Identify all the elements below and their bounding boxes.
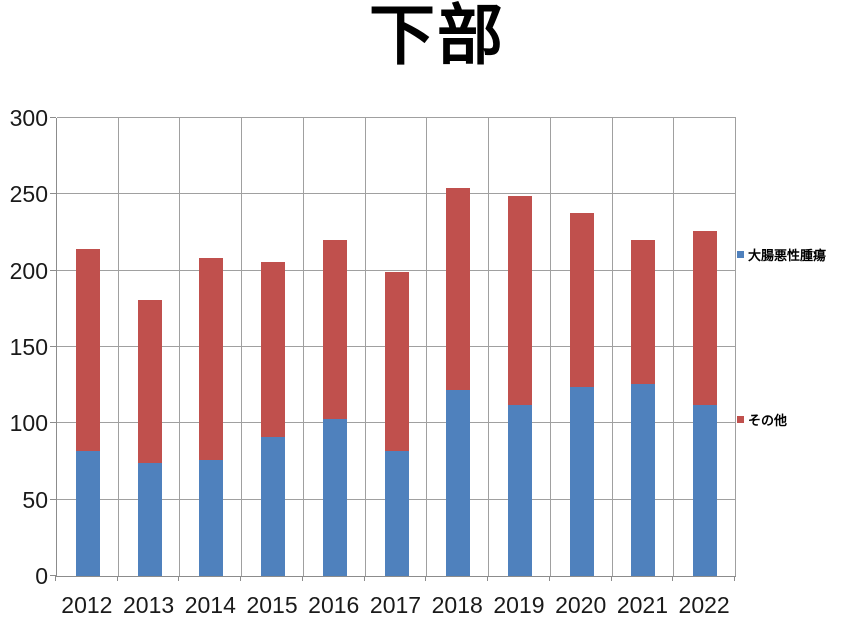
x-axis-label-2018: 2018 xyxy=(431,592,483,618)
gridline-vertical xyxy=(488,118,489,576)
y-axis-label: 50 xyxy=(22,486,48,513)
x-axis-label-2016: 2016 xyxy=(308,592,360,618)
gridline-vertical xyxy=(735,118,736,576)
series1-marker-icon xyxy=(737,251,744,258)
legend-item-series2[interactable]: その他 xyxy=(737,410,787,429)
legend-label-series2: その他 xyxy=(748,413,788,428)
x-axis-tick xyxy=(302,576,303,581)
y-axis-tick xyxy=(50,575,56,576)
y-axis-tick xyxy=(50,346,56,347)
x-axis-label-2012: 2012 xyxy=(61,592,113,618)
bar-segment-2017-series2[interactable] xyxy=(384,272,409,451)
y-axis-tick xyxy=(50,117,56,118)
gridline-vertical xyxy=(673,118,674,576)
x-axis-label-2021: 2021 xyxy=(616,592,668,618)
x-axis-tick xyxy=(549,576,550,581)
bar-segment-2016-series1[interactable] xyxy=(322,418,347,576)
bar-segment-2015-series2[interactable] xyxy=(261,261,286,438)
y-axis-tick xyxy=(50,498,56,500)
bar-segment-2013-series1[interactable] xyxy=(137,463,162,576)
x-axis-tick xyxy=(117,576,118,581)
x-axis-label-2017: 2017 xyxy=(369,592,422,618)
gridline-vertical xyxy=(179,118,180,576)
bar-segment-2012-series1[interactable] xyxy=(75,450,100,576)
legend-label-series1: 大腸悪性腫瘍 xyxy=(748,248,827,263)
x-axis-tick xyxy=(672,576,673,581)
x-axis-tick xyxy=(55,576,56,581)
bar-segment-2012-series2[interactable] xyxy=(75,249,100,451)
y-axis-tick xyxy=(50,193,56,195)
bar-segment-2016-series2[interactable] xyxy=(322,240,347,419)
y-axis-label: 100 xyxy=(9,410,48,437)
series2-marker-icon xyxy=(737,416,744,423)
gridline-horizontal xyxy=(57,117,736,118)
bar-segment-2014-series1[interactable] xyxy=(199,459,224,576)
gridline-vertical xyxy=(612,118,613,576)
gridline-horizontal xyxy=(57,269,736,271)
gridline-vertical xyxy=(426,118,427,576)
x-axis-tick xyxy=(611,576,612,581)
bar-segment-2020-series1[interactable] xyxy=(569,386,594,576)
gridline-vertical xyxy=(241,118,242,576)
y-axis-tick xyxy=(50,269,56,271)
bar-segment-2017-series1[interactable] xyxy=(384,450,409,576)
gridline-vertical xyxy=(118,118,119,576)
bar-segment-2018-series2[interactable] xyxy=(446,188,471,390)
y-axis-label: 250 xyxy=(9,181,48,208)
y-axis-label: 300 xyxy=(9,105,48,131)
chart-title: 下部 xyxy=(369,0,505,72)
y-axis-label: 150 xyxy=(9,334,48,360)
x-axis-tick xyxy=(425,576,426,581)
bar-segment-2020-series2[interactable] xyxy=(569,212,594,387)
legend-item-series1[interactable]: 大腸悪性腫瘍 xyxy=(737,245,826,264)
bar-segment-2019-series1[interactable] xyxy=(507,405,532,576)
x-axis-tick xyxy=(487,576,488,581)
bar-segment-2013-series2[interactable] xyxy=(137,299,162,464)
bar-segment-2015-series1[interactable] xyxy=(261,437,286,576)
gridline-vertical xyxy=(550,118,551,576)
gridline-vertical xyxy=(303,118,304,576)
x-axis-tick xyxy=(178,576,179,581)
x-axis-label-2015: 2015 xyxy=(246,592,298,618)
bar-segment-2014-series2[interactable] xyxy=(199,258,224,460)
y-axis-label: 200 xyxy=(9,257,48,284)
x-axis-label-2020: 2020 xyxy=(555,592,607,618)
x-axis-tick xyxy=(734,576,735,581)
gridline-vertical xyxy=(365,118,366,576)
y-axis-label: 0 xyxy=(35,563,48,589)
plot-area xyxy=(56,117,736,577)
bar-segment-2021-series2[interactable] xyxy=(631,240,656,384)
x-axis-tick xyxy=(364,576,365,581)
bar-segment-2019-series2[interactable] xyxy=(507,195,532,405)
bar-segment-2018-series1[interactable] xyxy=(446,389,471,576)
bar-segment-2022-series1[interactable] xyxy=(693,405,718,576)
bar-segment-2021-series1[interactable] xyxy=(631,383,656,576)
x-axis-label-2022: 2022 xyxy=(678,592,730,618)
y-axis-tick xyxy=(50,422,56,424)
x-axis-label-2014: 2014 xyxy=(184,592,236,618)
x-axis-label-2013: 2013 xyxy=(122,592,175,618)
bar-segment-2022-series2[interactable] xyxy=(693,230,718,405)
gridline-horizontal xyxy=(57,193,736,195)
x-axis-label-2019: 2019 xyxy=(493,592,545,618)
x-axis-tick xyxy=(240,576,241,581)
